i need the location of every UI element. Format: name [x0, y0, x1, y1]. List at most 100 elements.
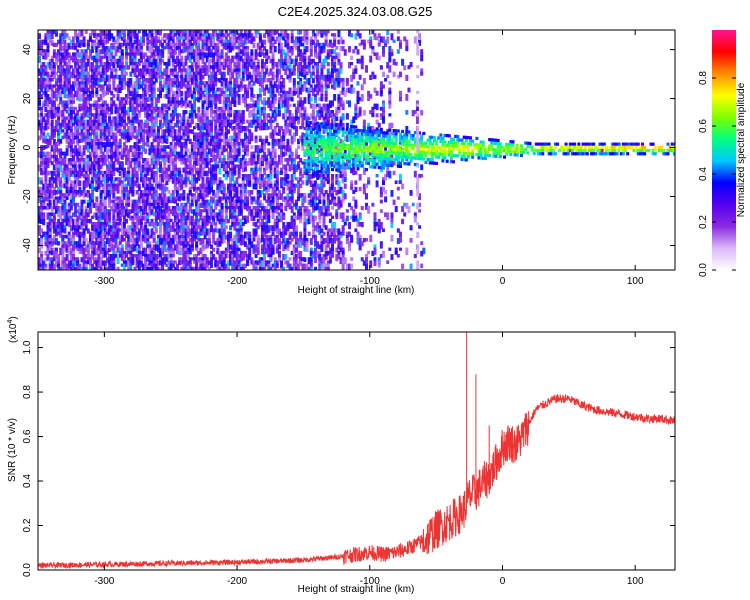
spectrogram-cell — [97, 81, 101, 87]
spectrogram-cell — [97, 122, 101, 129]
spectrogram-cell — [80, 106, 84, 111]
spectrogram-cell — [231, 46, 235, 51]
spectrogram-cell — [260, 234, 264, 243]
spectrogram-cell — [154, 113, 158, 120]
spectrogram-cell — [148, 148, 152, 155]
spectrogram-cell — [229, 46, 233, 52]
spectrogram-cell — [205, 180, 209, 187]
spectrogram-cell — [127, 260, 131, 265]
spectrogram-cell — [122, 151, 126, 158]
spectrogram-cell — [201, 49, 205, 55]
spectrogram-cell — [156, 142, 160, 147]
spectrogram-cell — [182, 196, 186, 201]
spectrogram-cell — [220, 222, 224, 227]
spectrogram-cell — [212, 97, 216, 105]
spectrogram-cell — [203, 97, 207, 102]
spectrogram-cell — [205, 129, 209, 135]
spectrogram-cell — [67, 247, 71, 255]
spectrogram-cell — [91, 71, 95, 77]
spectrogram-cell — [209, 164, 213, 171]
spectrogram-cell — [54, 238, 58, 246]
spectrogram-cell — [220, 218, 224, 224]
spectrogram-cell — [239, 266, 243, 270]
spectrogram-cell — [222, 257, 226, 263]
spectrogram-cell — [110, 55, 114, 61]
spectrogram-cell — [201, 116, 205, 121]
spectrogram-cell — [38, 167, 41, 172]
spectrogram-cell — [197, 145, 201, 151]
spectrogram-cell — [44, 174, 48, 182]
spectrogram-cell — [108, 126, 112, 134]
spectrogram-cell — [201, 132, 205, 137]
spectrogram-cell — [146, 170, 150, 176]
spectrogram-cell — [86, 135, 90, 140]
spectrogram-cell — [212, 158, 216, 162]
spectrogram-cell — [88, 145, 92, 149]
spectrogram-cell — [103, 68, 107, 76]
spectrogram-cell — [178, 206, 182, 212]
spectrogram-cell — [137, 202, 141, 207]
spectrogram-cell — [80, 190, 84, 196]
spectrogram-cell — [178, 260, 182, 266]
spectrogram-cell — [260, 161, 264, 167]
spectrogram-cell — [48, 244, 52, 251]
spectrogram-cell — [135, 215, 139, 223]
spectrogram-cell — [84, 110, 88, 115]
spectrogram-cell — [91, 74, 95, 81]
spectrogram-cell — [199, 202, 203, 208]
spectrogram-cell — [65, 46, 69, 52]
spectrogram-cell — [241, 202, 245, 209]
spectrogram-cell — [95, 206, 99, 212]
spectrogram-cell — [231, 148, 235, 153]
spectrogram-cell — [103, 206, 107, 212]
spectrogram-cell — [120, 42, 124, 48]
spectrogram-cell — [176, 84, 180, 90]
spectrogram-cell — [184, 142, 188, 146]
spectrogram-cell — [40, 52, 44, 56]
spectrogram-cell — [184, 225, 188, 231]
spectrogram-cell — [44, 97, 48, 103]
spectrogram-cell — [167, 218, 171, 224]
spectrogram-cell — [150, 100, 154, 106]
spectrogram-cell — [63, 257, 67, 261]
spectrogram-cell — [78, 94, 82, 100]
spectrogram-cell — [190, 94, 194, 100]
spectrogram-cell — [40, 148, 44, 154]
spectrogram-cell — [54, 202, 58, 207]
spectrogram-cell — [197, 138, 201, 144]
spectrogram-cell — [52, 186, 56, 191]
spectrogram-cell — [71, 266, 75, 270]
spectrogram-cell — [197, 186, 201, 191]
spectrogram-cell — [163, 154, 167, 160]
spectrogram-cell — [188, 119, 192, 124]
spectrogram-cell — [154, 74, 158, 80]
spectrogram-cell — [159, 193, 163, 199]
spectrogram-cell — [54, 260, 58, 268]
spectrogram-cell — [101, 212, 105, 220]
spectrogram-cell — [195, 33, 199, 37]
spectrogram-cell — [86, 190, 90, 197]
spectrogram-cell — [201, 74, 205, 80]
spectrogram-cell — [118, 33, 122, 39]
spectrogram-cell — [38, 218, 41, 224]
spectrogram-cell — [199, 215, 203, 221]
spectrogram-cell — [226, 206, 230, 210]
spectrogram-cell — [252, 94, 256, 99]
spectrogram-cell — [127, 119, 131, 125]
spectrogram-cell — [212, 135, 216, 142]
spectrogram-cell — [69, 46, 73, 50]
spectrogram-cell — [105, 90, 109, 95]
spectrogram-cell — [190, 257, 194, 261]
spectrogram-cell — [250, 135, 254, 142]
spectrogram-cell — [182, 46, 186, 54]
spectrogram-cell — [148, 132, 152, 138]
spectrogram-cell — [133, 135, 137, 139]
spectrogram-cell — [184, 100, 188, 106]
spectrogram-cell — [125, 100, 129, 105]
spectrogram-cell — [108, 148, 112, 153]
spectrogram-cell — [150, 58, 154, 66]
spectrogram-cell — [144, 193, 148, 197]
spectrogram-cell — [235, 196, 239, 203]
spectrogram-cell — [237, 49, 241, 53]
spectrogram-cell — [82, 39, 86, 46]
